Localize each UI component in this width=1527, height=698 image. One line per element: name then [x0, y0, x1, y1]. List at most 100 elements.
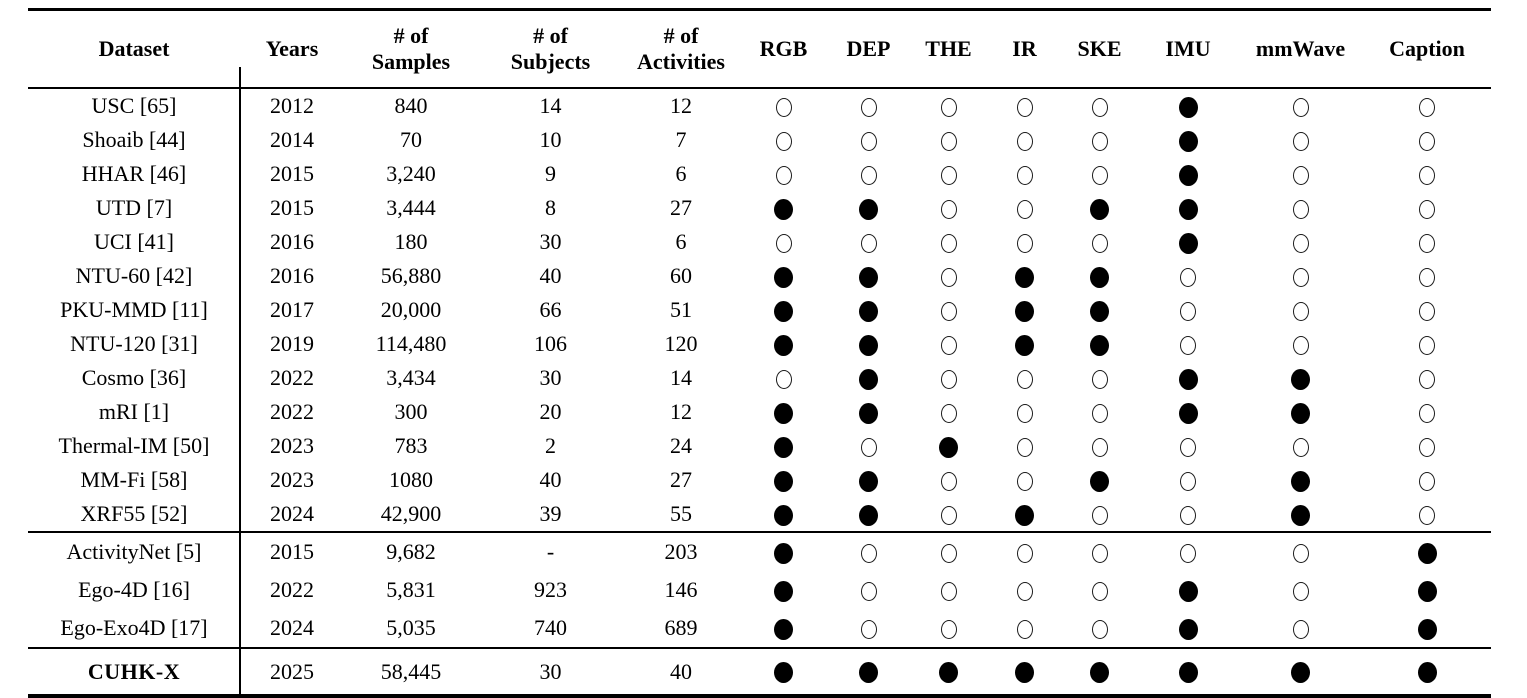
modality-cell-ir	[988, 395, 1061, 429]
open-circle-icon	[940, 544, 957, 564]
modality-cell-imu	[1138, 571, 1238, 609]
open-circle-icon	[940, 506, 957, 526]
modality-cell-ske	[1061, 429, 1138, 463]
years-cell: 2016	[270, 263, 314, 288]
modality-cell-ir	[988, 88, 1061, 123]
modality-cell-ir	[988, 123, 1061, 157]
filled-circle-icon	[859, 504, 878, 526]
open-circle-icon	[1091, 166, 1108, 186]
modality-cell-dep	[828, 123, 909, 157]
table-row: Thermal-IM [50] 2023 783 2 24	[28, 429, 1491, 463]
dataset-comparison-table: Dataset Years # of Samples # of Subjects # o…	[28, 8, 1491, 698]
filled-circle-icon	[774, 334, 793, 356]
activities-cell: 24	[670, 433, 692, 458]
modality-cell-the	[909, 327, 988, 361]
modality-cell-dep	[828, 225, 909, 259]
modality-cell-mmwave	[1238, 571, 1363, 609]
modality-cell-ske	[1061, 571, 1138, 609]
subjects-cell: 923	[534, 577, 567, 602]
open-circle-icon	[775, 132, 792, 152]
modality-cell-ir	[988, 571, 1061, 609]
modality-cell-mmwave	[1238, 609, 1363, 648]
column-header-the: THE	[925, 36, 972, 62]
modality-cell-imu	[1138, 532, 1238, 571]
modality-cell-caption	[1363, 571, 1491, 609]
modality-cell-imu	[1138, 609, 1238, 648]
samples-cell: 1080	[389, 467, 433, 492]
open-circle-icon	[1016, 98, 1033, 118]
activities-cell: 14	[670, 365, 692, 390]
open-circle-icon	[940, 582, 957, 602]
modality-cell-mmwave	[1238, 225, 1363, 259]
modality-cell-mmwave	[1238, 157, 1363, 191]
samples-cell: 58,445	[380, 658, 442, 684]
table-row: HHAR [46] 2015 3,240 9 6	[28, 157, 1491, 191]
modality-cell-caption	[1363, 293, 1491, 327]
subjects-cell: 10	[539, 127, 562, 152]
open-circle-icon	[940, 404, 957, 424]
open-circle-icon	[1292, 438, 1309, 458]
table-row: NTU-60 [42] 2016 56,880 40 60	[28, 259, 1491, 293]
open-circle-icon	[1419, 98, 1435, 118]
filled-circle-icon	[774, 662, 793, 684]
filled-circle-icon	[1178, 580, 1198, 602]
open-circle-icon	[860, 98, 877, 118]
filled-circle-icon	[774, 266, 793, 288]
modality-cell-ske	[1061, 497, 1138, 532]
filled-circle-icon	[1178, 198, 1198, 220]
dataset-cell: CUHK-X	[87, 658, 181, 684]
subjects-cell: 40	[539, 467, 562, 492]
filled-circle-icon	[1090, 266, 1109, 288]
dataset-cell: MM-Fi [58]	[80, 467, 188, 492]
filled-circle-icon	[1090, 300, 1109, 322]
open-circle-icon	[940, 98, 957, 118]
modality-cell-rgb	[739, 123, 828, 157]
dataset-cell: Thermal-IM [50]	[58, 433, 210, 458]
open-circle-icon	[1091, 438, 1108, 458]
modality-cell-imu	[1138, 463, 1238, 497]
modality-cell-the	[909, 293, 988, 327]
modality-cell-caption	[1363, 429, 1491, 463]
modality-cell-dep	[828, 648, 909, 696]
years-cell: 2017	[270, 297, 314, 322]
open-circle-icon	[775, 370, 792, 390]
modality-cell-caption	[1363, 157, 1491, 191]
modality-cell-ske	[1061, 293, 1138, 327]
open-circle-icon	[1292, 234, 1309, 254]
open-circle-icon	[860, 582, 877, 602]
filled-circle-icon	[1291, 662, 1310, 684]
subjects-cell: 2	[545, 433, 556, 458]
modality-cell-the	[909, 123, 988, 157]
subjects-cell: 106	[534, 331, 567, 356]
modality-cell-mmwave	[1238, 88, 1363, 123]
modality-cell-dep	[828, 327, 909, 361]
open-circle-icon	[1016, 544, 1033, 564]
dataset-cell: Ego-Exo4D [17]	[60, 615, 208, 640]
modality-cell-ske	[1061, 191, 1138, 225]
modality-cell-ir	[988, 157, 1061, 191]
modality-cell-caption	[1363, 648, 1491, 696]
filled-circle-icon	[774, 504, 793, 526]
filled-circle-icon	[1178, 618, 1198, 640]
open-circle-icon	[940, 302, 957, 322]
table-row: CUHK-X 2025 58,445 30 40	[28, 648, 1491, 696]
dataset-cell: XRF55 [52]	[80, 501, 188, 526]
modality-cell-ir	[988, 429, 1061, 463]
table-row: UTD [7] 2015 3,444 8 27	[28, 191, 1491, 225]
modality-cell-imu	[1138, 88, 1238, 123]
modality-cell-dep	[828, 497, 909, 532]
modality-cell-ir	[988, 497, 1061, 532]
open-circle-icon	[1180, 544, 1196, 564]
modality-cell-ske	[1061, 157, 1138, 191]
modality-cell-ir	[988, 648, 1061, 696]
open-circle-icon	[1091, 620, 1108, 640]
subjects-cell: 30	[539, 365, 562, 390]
table-row: ActivityNet [5] 2015 9,682 - 203	[28, 532, 1491, 571]
open-circle-icon	[1419, 302, 1435, 322]
subjects-cell: 14	[539, 93, 562, 118]
samples-cell: 783	[394, 433, 428, 458]
modality-cell-mmwave	[1238, 429, 1363, 463]
modality-cell-ske	[1061, 463, 1138, 497]
open-circle-icon	[940, 132, 957, 152]
